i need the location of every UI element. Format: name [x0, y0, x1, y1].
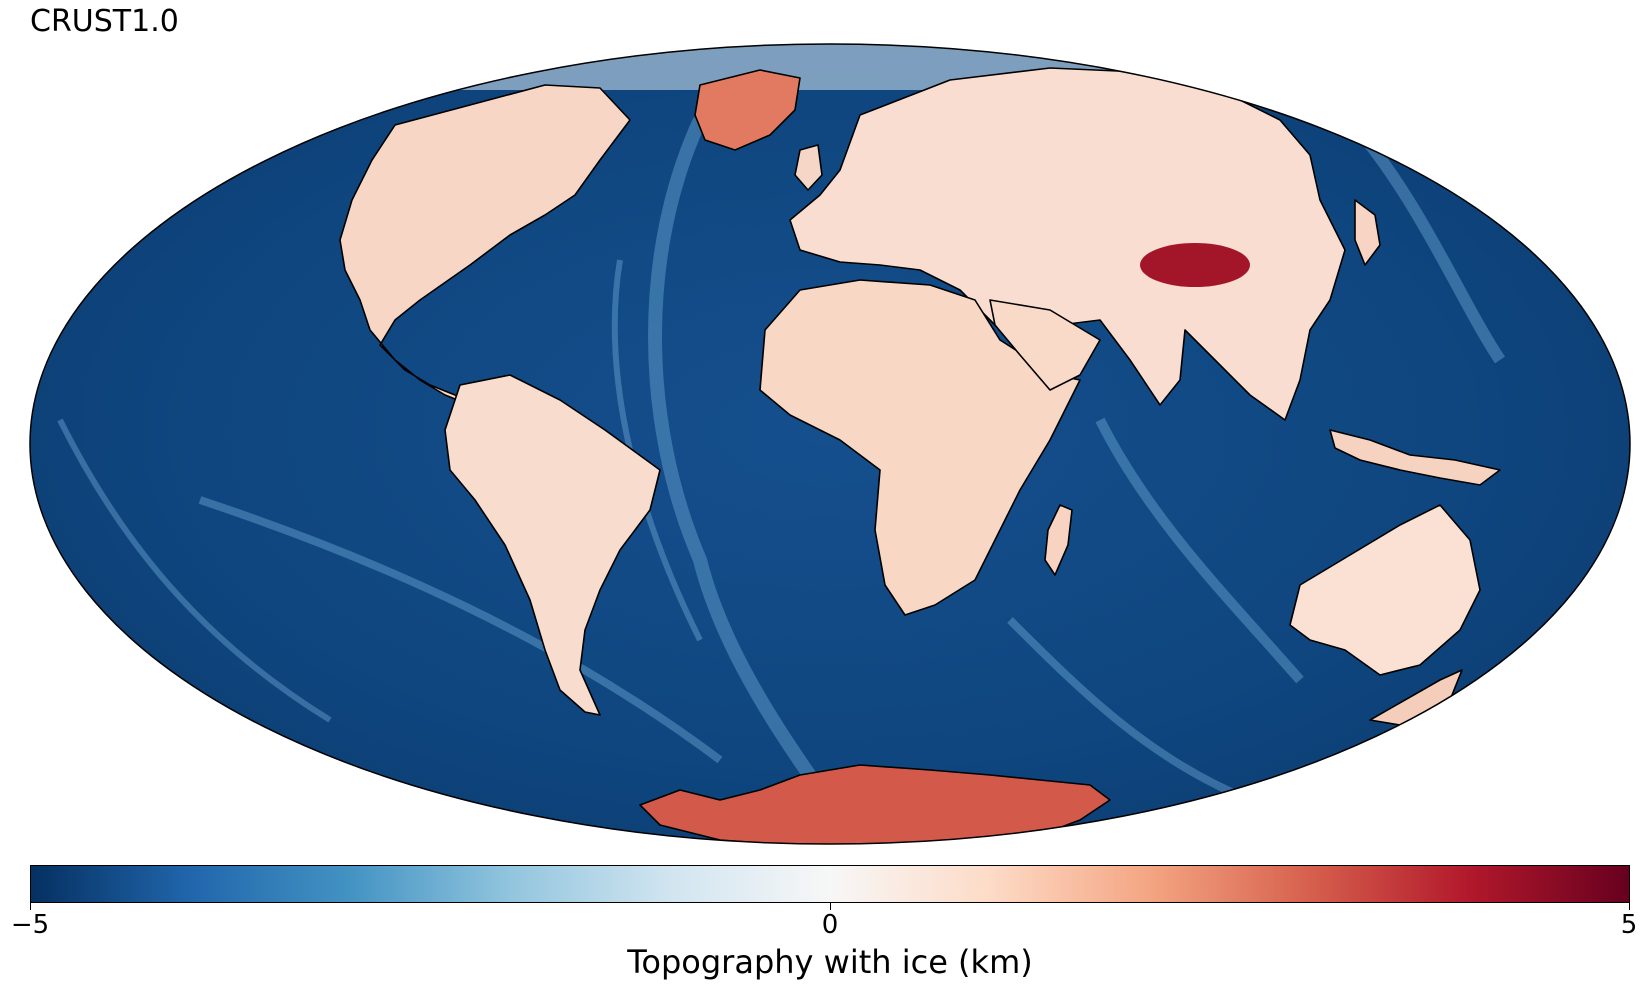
north-america: [339, 84, 631, 406]
world-map: [29, 43, 1631, 845]
map-outline: [29, 43, 1631, 845]
eurasia: [789, 67, 1346, 421]
map-title: CRUST1.0: [30, 4, 179, 39]
colorbar-tick-mid: [830, 903, 831, 910]
map-interior: [30, 44, 1630, 844]
arabian-peninsula: [989, 299, 1101, 391]
colorbar-ticklabel-max: 5: [1620, 910, 1638, 940]
colorbar: [30, 865, 1630, 903]
colorbar-tick-min: [30, 903, 31, 910]
australia: [1289, 504, 1481, 676]
colorbar-ticklabel-mid: 0: [821, 910, 839, 940]
british-isles: [794, 144, 823, 191]
continents: [339, 67, 1501, 844]
colorbar-tick-max: [1629, 903, 1630, 910]
madagascar: [1044, 504, 1073, 576]
antarctica: [639, 764, 1111, 844]
japan: [1354, 199, 1381, 266]
colorbar-ticklabel-min: −5: [10, 910, 50, 940]
arctic-zone: [30, 44, 1630, 90]
colorbar-label: Topography with ice (km): [627, 943, 1033, 981]
tibetan-plateau: [1140, 243, 1250, 287]
africa: [759, 279, 1081, 616]
south-america: [444, 374, 661, 716]
greenland: [694, 69, 801, 151]
indonesia: [1329, 429, 1501, 486]
